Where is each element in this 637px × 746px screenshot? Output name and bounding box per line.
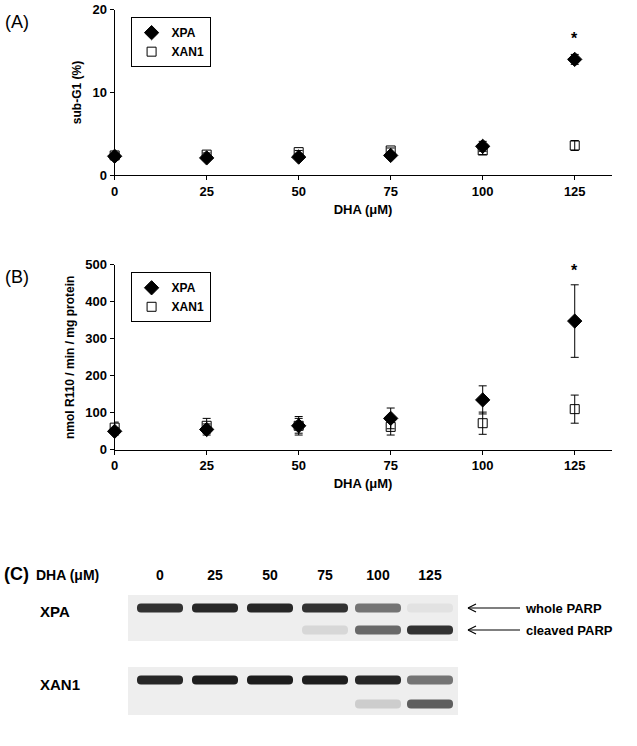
svg-text:125: 125: [418, 567, 442, 583]
svg-text:XAN1: XAN1: [172, 45, 204, 59]
svg-text:75: 75: [317, 567, 333, 583]
svg-text:*: *: [571, 262, 578, 279]
svg-text:25: 25: [199, 458, 213, 473]
svg-text:500: 500: [85, 257, 107, 272]
svg-text:20: 20: [93, 2, 107, 17]
svg-text:DHA (μM): DHA (μM): [334, 202, 393, 217]
svg-text:0: 0: [100, 168, 107, 183]
svg-text:50: 50: [291, 184, 305, 199]
svg-text:50: 50: [262, 567, 278, 583]
svg-text:cleaved PARP: cleaved PARP: [526, 623, 613, 638]
svg-text:75: 75: [383, 458, 397, 473]
svg-text:nmol R110 / min / mg protein: nmol R110 / min / mg protein: [63, 276, 77, 439]
svg-text:400: 400: [85, 294, 107, 309]
svg-text:125: 125: [564, 184, 586, 199]
svg-text:(A): (A): [5, 12, 29, 32]
svg-text:10: 10: [93, 85, 107, 100]
svg-text:DHA (μM): DHA (μM): [36, 567, 99, 583]
svg-text:100: 100: [472, 458, 494, 473]
svg-text:0: 0: [111, 184, 118, 199]
svg-text:(C): (C): [4, 564, 29, 584]
svg-text:50: 50: [291, 458, 305, 473]
svg-text:0: 0: [156, 567, 164, 583]
svg-text:25: 25: [207, 567, 223, 583]
svg-text:XPA: XPA: [172, 26, 196, 40]
svg-text:XPA: XPA: [40, 603, 70, 620]
svg-text:300: 300: [85, 331, 107, 346]
svg-text:sub-G1 (%): sub-G1 (%): [70, 61, 84, 124]
svg-text:XPA: XPA: [172, 281, 196, 295]
svg-text:0: 0: [100, 442, 107, 457]
svg-text:200: 200: [85, 368, 107, 383]
svg-text:25: 25: [199, 184, 213, 199]
svg-text:100: 100: [85, 405, 107, 420]
svg-text:XAN1: XAN1: [172, 300, 204, 314]
svg-text:whole PARP: whole PARP: [525, 601, 602, 616]
svg-text:100: 100: [366, 567, 390, 583]
svg-text:DHA (μM): DHA (μM): [334, 476, 393, 491]
svg-text:125: 125: [564, 458, 586, 473]
svg-text:75: 75: [383, 184, 397, 199]
svg-text:(B): (B): [5, 267, 29, 287]
svg-text:*: *: [571, 30, 578, 47]
svg-text:0: 0: [111, 458, 118, 473]
svg-text:XAN1: XAN1: [40, 676, 80, 693]
svg-text:100: 100: [472, 184, 494, 199]
